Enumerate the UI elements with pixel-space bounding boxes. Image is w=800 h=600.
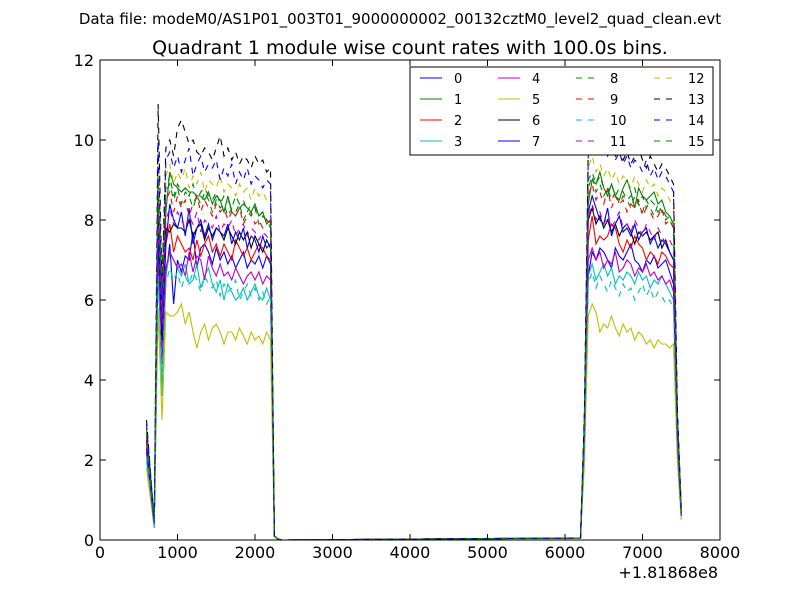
y-tick-label: 8 [84, 211, 94, 230]
x-offset-label: +1.81868e8 [618, 563, 718, 582]
x-tick-label: 3000 [312, 543, 353, 562]
y-tick-label: 12 [74, 51, 94, 70]
x-tick-label: 7000 [622, 543, 663, 562]
legend-label-6: 6 [532, 114, 540, 129]
series-line-13 [145, 103, 682, 541]
x-tick-label: 1000 [157, 543, 198, 562]
legend-frame [409, 66, 714, 156]
ticks-layer: 0 1000 2000 3000 4000 5000 6000 7000 80000246810… [74, 51, 741, 562]
legend-label-0: 0 [454, 72, 462, 87]
y-tick-label: 4 [84, 371, 94, 390]
series-line-11 [145, 201, 682, 541]
y-tick-label: 10 [74, 131, 94, 150]
series-layer [145, 103, 682, 541]
x-tick-label: 2000 [235, 543, 276, 562]
legend-label-5: 5 [532, 93, 540, 108]
legend-label-9: 9 [610, 93, 618, 108]
x-tick-label: 4000 [390, 543, 431, 562]
series-line-15 [145, 173, 682, 541]
x-tick-label: 6000 [545, 543, 586, 562]
x-tick-label: 5000 [467, 543, 508, 562]
series-line-10 [145, 265, 682, 541]
series-line-8 [145, 167, 682, 541]
legend-label-12: 12 [688, 72, 705, 87]
legend-label-10: 10 [610, 114, 627, 129]
legend-label-14: 14 [688, 114, 705, 129]
legend-label-4: 4 [532, 72, 540, 87]
y-tick-label: 6 [84, 291, 94, 310]
legend-label-2: 2 [454, 114, 462, 129]
legend-label-15: 15 [688, 135, 705, 150]
y-tick-label: 2 [84, 451, 94, 470]
legend-label-11: 11 [610, 135, 627, 150]
x-tick-label: 0 [95, 543, 105, 562]
chart-title: Quadrant 1 module wise count rates with … [152, 37, 668, 59]
series-line-5 [145, 302, 682, 541]
legend-label-13: 13 [688, 93, 705, 108]
legend-label-1: 1 [454, 93, 462, 108]
legend-label-3: 3 [454, 135, 462, 150]
legend-label-8: 8 [610, 72, 618, 87]
figure-suptitle: Data file: modeM0/AS1P01_003T01_90000000… [79, 10, 721, 29]
y-tick-label: 0 [84, 531, 94, 550]
x-tick-label: 8000 [700, 543, 741, 562]
series-line-9 [145, 181, 682, 541]
series-line-14 [145, 130, 682, 541]
legend-label-7: 7 [532, 135, 540, 150]
